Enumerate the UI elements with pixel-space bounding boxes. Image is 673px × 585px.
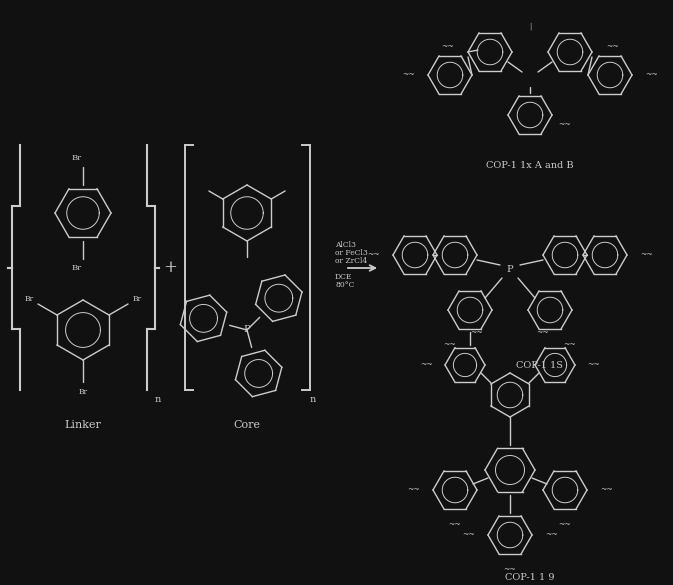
Text: ~~: ~~ — [640, 251, 653, 259]
Text: +: + — [163, 260, 177, 277]
Text: P: P — [507, 266, 513, 274]
Text: or FeCl3: or FeCl3 — [335, 249, 368, 257]
Text: COP-1 1x A and B: COP-1 1x A and B — [486, 160, 574, 170]
Text: ~~: ~~ — [503, 566, 516, 574]
Text: Core: Core — [234, 420, 260, 430]
Text: COP-1 1 9: COP-1 1 9 — [505, 573, 555, 583]
Text: ~~: ~~ — [402, 71, 415, 79]
Text: ~~: ~~ — [545, 531, 558, 539]
Text: ~~: ~~ — [367, 251, 380, 259]
Text: ~~: ~~ — [470, 329, 483, 337]
Text: ~~: ~~ — [449, 521, 462, 529]
Text: ~~: ~~ — [606, 43, 618, 51]
Text: ~~: ~~ — [462, 531, 475, 539]
Text: ~~: ~~ — [587, 361, 600, 369]
Text: Br: Br — [79, 388, 87, 396]
Text: ~~: ~~ — [600, 486, 612, 494]
Text: COP-1 1S: COP-1 1S — [516, 360, 563, 370]
Text: |: | — [529, 23, 531, 31]
Text: ~~: ~~ — [407, 486, 420, 494]
Text: AlCl3: AlCl3 — [335, 241, 356, 249]
Text: 80°C: 80°C — [335, 281, 355, 289]
Text: Br: Br — [72, 264, 82, 272]
Text: P: P — [244, 325, 250, 335]
Text: ~~: ~~ — [563, 341, 576, 349]
Text: Br: Br — [72, 154, 82, 162]
Text: ~~: ~~ — [558, 121, 571, 129]
Text: or ZrCl4: or ZrCl4 — [335, 257, 367, 265]
Text: ~~: ~~ — [536, 329, 549, 337]
Text: DCE: DCE — [335, 273, 353, 281]
Text: n: n — [155, 395, 161, 404]
Text: ~~: ~~ — [441, 43, 454, 51]
Text: Br: Br — [132, 295, 141, 303]
Text: ~~: ~~ — [420, 361, 433, 369]
Text: Linker: Linker — [65, 420, 102, 430]
Text: ~~: ~~ — [645, 71, 658, 79]
Text: ~~: ~~ — [559, 521, 571, 529]
Text: ~~: ~~ — [444, 341, 456, 349]
Text: n: n — [310, 395, 316, 404]
Text: Br: Br — [25, 295, 34, 303]
